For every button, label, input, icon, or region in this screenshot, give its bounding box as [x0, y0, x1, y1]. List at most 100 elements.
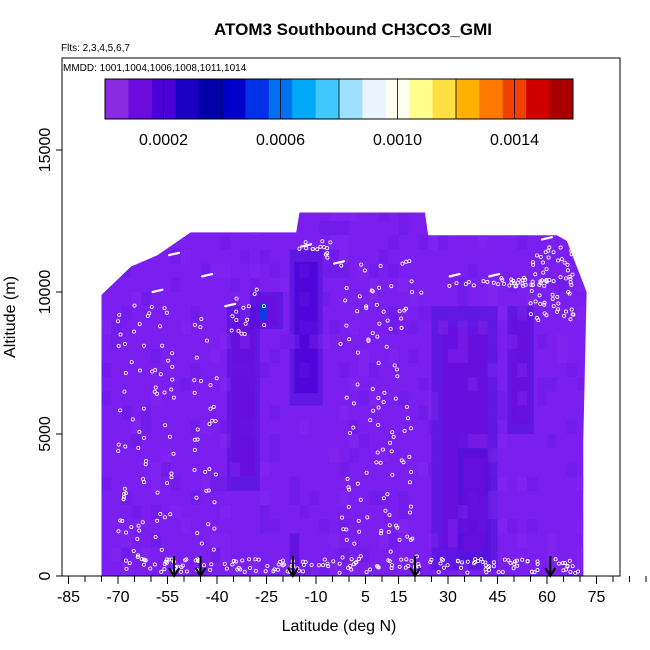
- heatmap-cell: [180, 519, 191, 534]
- track-point: [195, 531, 200, 536]
- heatmap-cell: [487, 277, 498, 292]
- heatmap-cell: [121, 547, 132, 562]
- heatmap-cell: [180, 249, 191, 264]
- heatmap-cell: [111, 334, 122, 349]
- track-segment: [300, 243, 313, 248]
- track-point: [553, 557, 558, 562]
- track-point: [377, 285, 382, 290]
- track-point: [380, 447, 385, 452]
- track-point: [533, 299, 538, 304]
- chart-title: ATOM3 Southbound CH3CO3_GMI: [214, 20, 492, 39]
- track-point: [529, 569, 534, 574]
- heatmap-cell: [418, 405, 429, 420]
- heatmap-cell: [269, 519, 280, 534]
- track-point: [404, 404, 409, 409]
- track-point: [419, 290, 424, 295]
- track-point: [275, 567, 280, 572]
- low-region-core: [231, 320, 255, 477]
- heatmap-cell: [349, 320, 359, 335]
- track-point: [459, 565, 464, 570]
- track-point: [132, 303, 137, 308]
- x-tick-label: -85: [57, 589, 80, 606]
- heatmap-cell: [349, 377, 359, 392]
- heatmap-cell: [131, 434, 142, 449]
- heatmap-cell: [121, 306, 132, 321]
- heatmap-cell: [131, 505, 142, 520]
- track-segment: [224, 302, 237, 308]
- track-point: [271, 569, 276, 574]
- heatmap-cell: [457, 561, 468, 576]
- heatmap-cell: [319, 519, 330, 534]
- heatmap-cell: [259, 490, 270, 505]
- track-point: [476, 558, 481, 563]
- track-point: [162, 390, 167, 395]
- track-point: [565, 262, 570, 267]
- track-point: [153, 385, 158, 390]
- track-point: [141, 343, 146, 348]
- heatmap-cell: [537, 377, 547, 392]
- track-point: [120, 518, 125, 523]
- track-point: [532, 570, 537, 575]
- heatmap-cell: [378, 448, 389, 463]
- heatmap-cell: [279, 334, 290, 349]
- track-point: [263, 569, 268, 574]
- heatmap-cell: [101, 476, 112, 491]
- heatmap-cell: [368, 363, 379, 378]
- heatmap-cell: [329, 263, 340, 278]
- track-point: [515, 280, 520, 285]
- track-point: [207, 421, 212, 426]
- track-point: [337, 561, 342, 566]
- track-point: [351, 401, 356, 406]
- heatmap-cell: [438, 320, 448, 335]
- track-point: [567, 558, 572, 563]
- heatmap-cell: [299, 263, 310, 278]
- track-point: [535, 562, 540, 567]
- heatmap-cell: [111, 320, 122, 335]
- track-point: [164, 310, 169, 315]
- heatmap-cell: [428, 462, 439, 477]
- x-axis: -85 -70 -55 -40 -25 -10 5 15 30 45 60 75: [57, 575, 647, 606]
- heatmap-cell: [487, 363, 498, 378]
- track-point: [358, 554, 363, 559]
- heatmap-cell: [180, 377, 191, 392]
- track-point: [544, 267, 549, 272]
- track-point: [229, 328, 234, 333]
- heatmap-cell: [101, 363, 112, 378]
- track-point: [208, 406, 213, 411]
- heatmap-cell: [329, 533, 340, 548]
- low-region-core: [462, 457, 486, 553]
- heatmap-cell: [418, 235, 429, 250]
- track-point: [512, 559, 517, 564]
- heatmap-cell: [497, 405, 508, 420]
- track-point: [565, 564, 570, 569]
- heatmap-cell: [170, 277, 181, 292]
- track-point: [551, 279, 556, 284]
- track-point: [347, 337, 352, 342]
- heatmap-cell: [408, 292, 419, 307]
- track-point: [248, 566, 253, 571]
- heatmap-cell: [457, 292, 468, 307]
- track-point: [184, 569, 189, 574]
- heatmap-cell: [457, 334, 468, 349]
- track-point: [152, 562, 157, 567]
- track-point: [511, 280, 516, 285]
- track-point: [141, 477, 146, 482]
- heatmap-cell: [378, 490, 389, 505]
- heatmap-cell: [566, 419, 577, 434]
- heatmap-cell: [537, 277, 547, 292]
- track-point: [347, 487, 352, 492]
- heatmap-cell: [141, 419, 151, 434]
- heatmap-cell: [289, 334, 300, 349]
- track-point: [207, 467, 212, 472]
- heatmap-cell: [170, 249, 181, 264]
- heatmap-cell: [190, 306, 201, 321]
- track-point: [163, 559, 168, 564]
- y-tick-label: 10000: [37, 270, 54, 315]
- track-point: [137, 322, 142, 327]
- track-point: [170, 377, 175, 382]
- track-point: [242, 569, 247, 574]
- track-point: [135, 555, 140, 560]
- track-point: [465, 570, 470, 575]
- colorbar-swatch: [245, 79, 270, 119]
- heatmap-cell: [408, 348, 419, 363]
